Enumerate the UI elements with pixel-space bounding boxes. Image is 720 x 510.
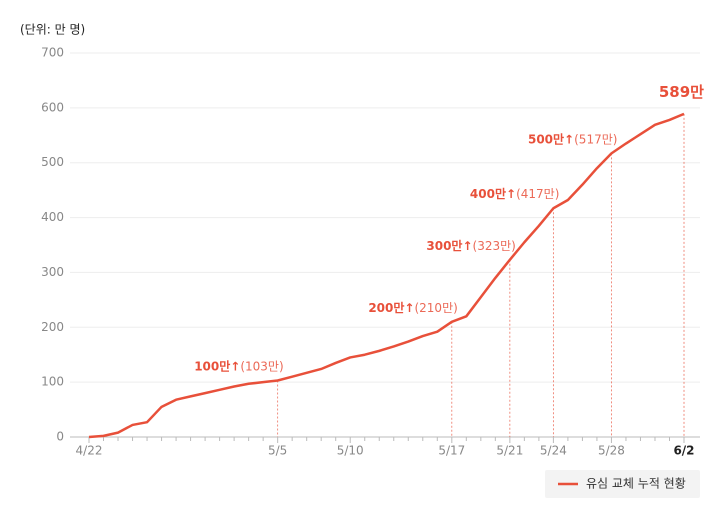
y-tick-label: 200 xyxy=(41,320,64,334)
milestone-label: 100만↑ xyxy=(194,358,240,373)
milestone-label: 300만↑ xyxy=(426,237,472,252)
value-label: (517만) xyxy=(574,132,617,146)
value-label: (103만) xyxy=(240,359,283,373)
annotation: 100만↑(103만) xyxy=(194,358,283,373)
value-label: (417만) xyxy=(516,187,559,201)
annotation: 400만↑(417만) xyxy=(470,186,559,201)
annotation: 500만↑(517만) xyxy=(528,131,617,146)
value-label: (323만) xyxy=(473,238,516,252)
annotation: 300만↑(323만) xyxy=(426,237,515,252)
x-tick-label: 6/2 xyxy=(673,444,694,458)
x-tick-label: 5/28 xyxy=(598,444,625,458)
line xyxy=(88,112,685,439)
x-tick-label: 5/5 xyxy=(268,444,287,458)
y-tick-label: 0 xyxy=(56,430,64,444)
x-tick-label: 5/17 xyxy=(438,444,465,458)
legend-box xyxy=(545,470,700,498)
y-axis-label: (단위: 만 명) xyxy=(20,23,85,37)
milestone-label: 200만↑ xyxy=(368,299,414,314)
y-tick-label: 600 xyxy=(41,100,64,114)
annotation: 589만 xyxy=(659,82,704,100)
value-label: 589만 xyxy=(659,82,704,100)
y-tick-label: 100 xyxy=(41,375,64,389)
x-tick-label: 5/24 xyxy=(540,444,567,458)
y-tick-label: 500 xyxy=(41,155,64,169)
x-tick-label: 5/10 xyxy=(337,444,364,458)
annotation: 200만↑(210만) xyxy=(368,299,457,314)
x-tick-label: 5/21 xyxy=(496,444,523,458)
legend-label: 유심 교체 누적 현황 xyxy=(586,477,686,491)
y-tick-label: 300 xyxy=(41,265,64,279)
y-tick-label: 700 xyxy=(41,46,64,60)
milestone-label: 400만↑ xyxy=(470,186,516,201)
x-tick-label: 4/22 xyxy=(76,444,103,458)
value-label: (210만) xyxy=(414,300,457,314)
y-tick-label: 400 xyxy=(41,210,64,224)
milestone-label: 500만↑ xyxy=(528,131,574,146)
